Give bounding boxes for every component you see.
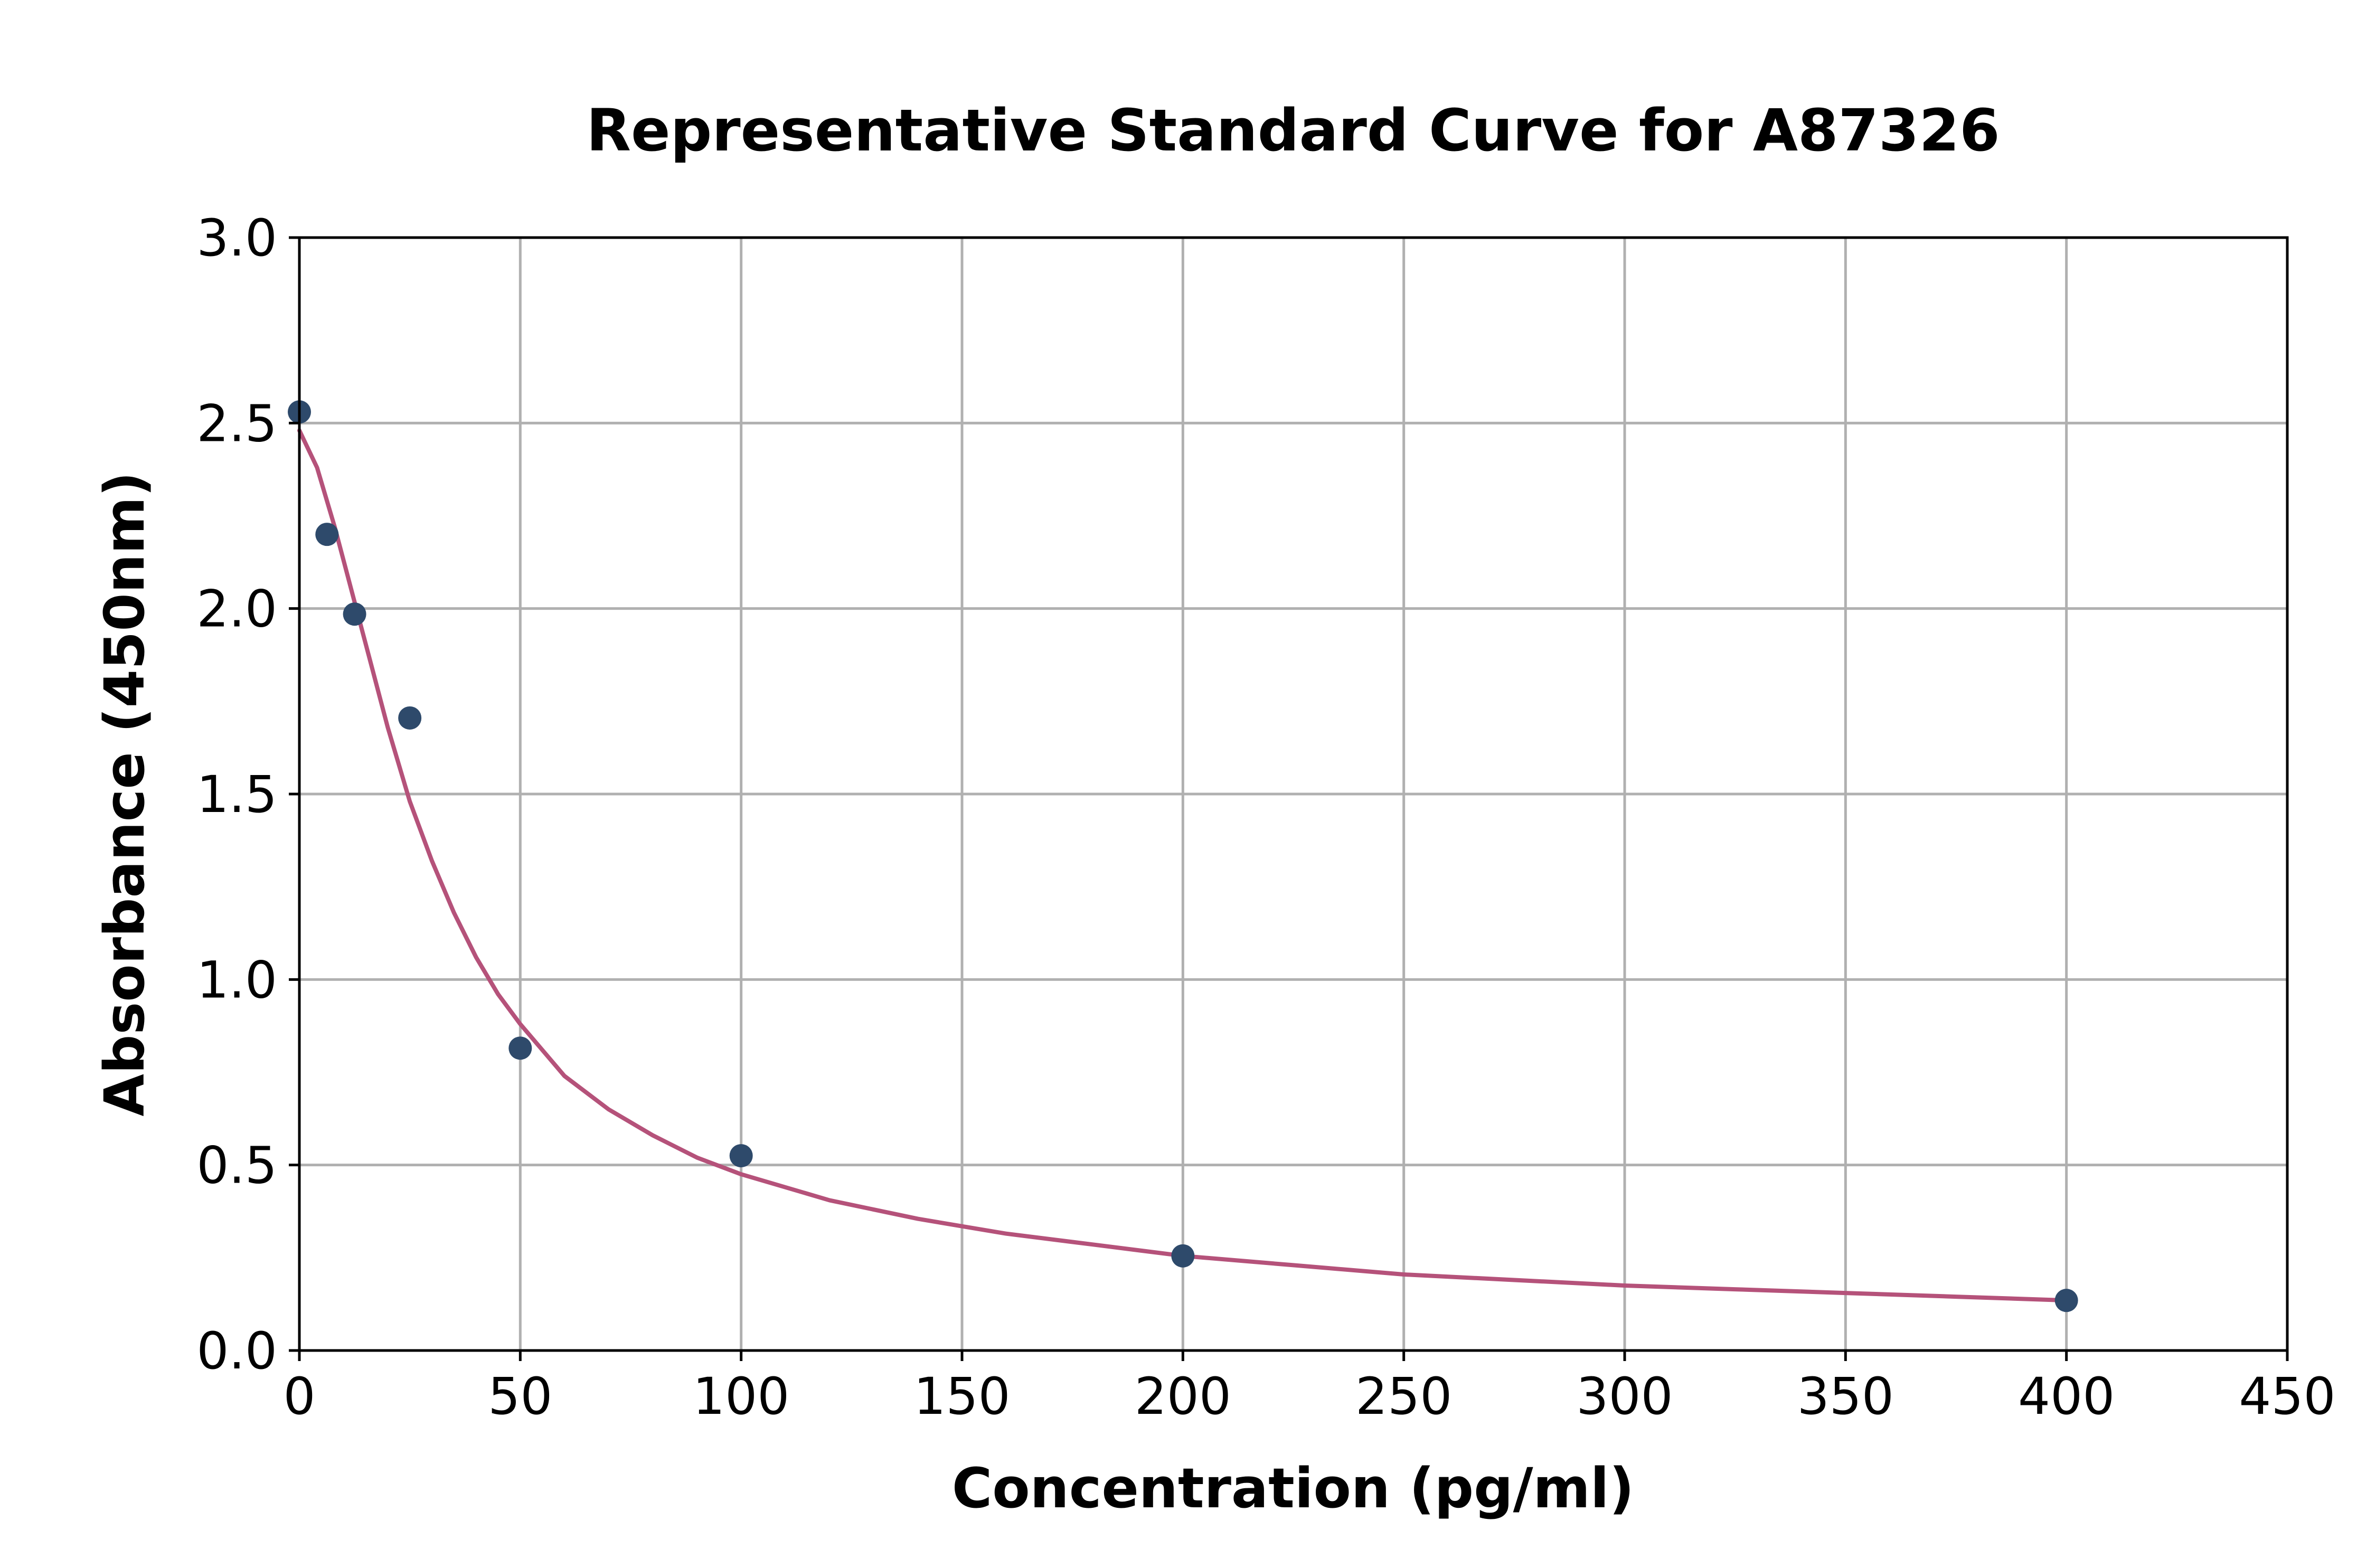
- x-tick-label: 250: [1355, 1367, 1452, 1426]
- y-axis-label: Absorbance (450nm): [92, 471, 157, 1116]
- y-tick-label: 2.0: [196, 580, 277, 639]
- fit-curve: [297, 428, 2069, 1303]
- data-point: [398, 706, 422, 730]
- y-tick-label: 1.0: [196, 950, 277, 1009]
- grid-lines: [298, 236, 2289, 1352]
- y-tick-label: 2.5: [196, 394, 277, 453]
- data-point: [1171, 1244, 1195, 1268]
- data-point: [343, 602, 366, 626]
- data-point: [315, 523, 339, 546]
- chart-title: Representative Standard Curve for A87326: [586, 97, 2000, 164]
- x-tick-label: 0: [283, 1367, 315, 1426]
- axis-ticks: 0 50 100 150 200 250 300 350 400 450 0.0 0.5 1.0 1.5 2…: [196, 209, 2335, 1426]
- y-tick-label: 3.0: [196, 209, 277, 268]
- x-tick-label: 100: [693, 1367, 789, 1426]
- y-tick-label: 0.0: [196, 1321, 277, 1381]
- x-tick-label: 300: [1576, 1367, 1673, 1426]
- fit-curve-layer: [297, 428, 2069, 1303]
- x-tick-label: 350: [1797, 1367, 1894, 1426]
- x-tick-label: 50: [488, 1367, 552, 1426]
- data-point: [2054, 1289, 2078, 1312]
- data-point: [729, 1144, 753, 1168]
- x-tick-label: 450: [2239, 1367, 2335, 1426]
- x-tick-label: 400: [2018, 1367, 2115, 1426]
- y-tick-label: 1.5: [196, 765, 277, 824]
- y-tick-label: 0.5: [196, 1136, 277, 1195]
- x-tick-label: 200: [1135, 1367, 1231, 1426]
- data-point: [508, 1036, 532, 1060]
- x-tick-label: 150: [913, 1367, 1010, 1426]
- x-axis-label: Concentration (pg/ml): [952, 1456, 1634, 1520]
